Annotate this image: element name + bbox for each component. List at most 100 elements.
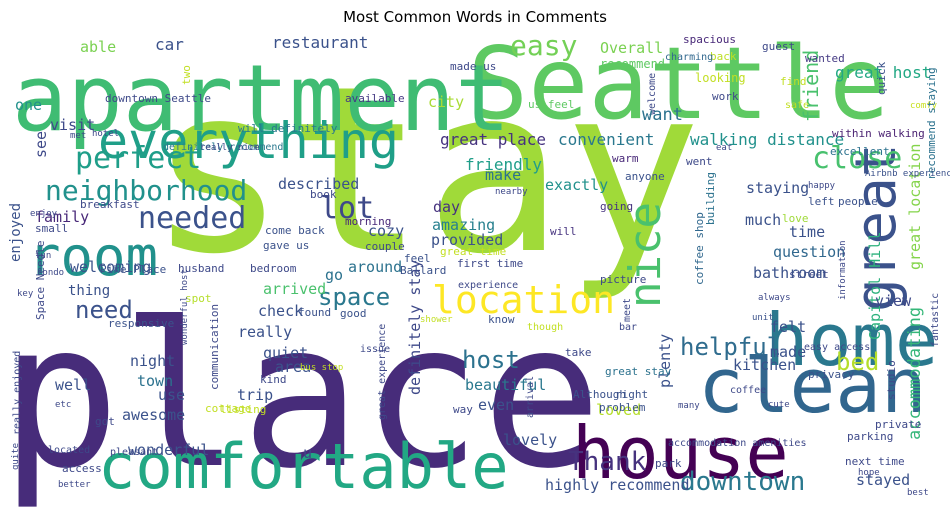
word: want	[642, 105, 683, 125]
word: awesome	[122, 406, 185, 424]
word: beautiful	[465, 376, 546, 394]
word: amazing	[432, 216, 495, 234]
word: got	[95, 415, 115, 428]
word: pleasant	[110, 447, 158, 458]
word: next time	[845, 455, 905, 468]
word: really enjoyed	[12, 351, 23, 435]
word: exactly	[545, 176, 608, 194]
word: street	[789, 268, 829, 281]
word: cottage	[205, 402, 251, 415]
word: small	[35, 222, 68, 235]
word: day	[433, 198, 460, 216]
word: perfect	[75, 141, 201, 176]
word: Ballard	[400, 264, 446, 277]
word: kind	[260, 373, 287, 386]
word: arrival	[525, 376, 536, 418]
word: parking	[847, 430, 893, 443]
word: back	[710, 50, 737, 63]
word: issue	[360, 344, 390, 355]
word: everything	[98, 112, 399, 170]
word: walking distance	[690, 130, 844, 149]
word: access	[62, 462, 102, 475]
word: really	[238, 323, 292, 341]
word: downtown Seattle	[105, 92, 211, 105]
word: privacy	[808, 368, 855, 381]
word: home	[765, 298, 938, 382]
word: left	[808, 195, 835, 208]
word: located	[48, 445, 90, 456]
word: Overall	[600, 39, 663, 57]
word: hotel	[92, 129, 119, 139]
word: Space Needle	[34, 241, 47, 320]
word: first time	[457, 257, 523, 270]
word: quiet	[263, 344, 308, 362]
word: much	[745, 211, 781, 229]
word: well	[55, 376, 91, 394]
word: around	[348, 258, 402, 276]
word: loved	[596, 401, 641, 419]
word: book	[310, 188, 337, 201]
word: coffee shop	[693, 212, 706, 285]
chart-title: Most Common Words in Comments	[343, 8, 607, 26]
word: wonderful host	[180, 269, 190, 345]
word: listing	[220, 403, 266, 416]
word: described	[278, 175, 359, 193]
word: morning	[345, 215, 391, 228]
word: go	[325, 266, 343, 284]
word: bedroom	[250, 262, 297, 275]
word: area	[275, 358, 311, 376]
word: two	[180, 65, 193, 85]
word: thing	[68, 283, 110, 299]
word: close	[812, 141, 902, 176]
word: welcome	[647, 73, 658, 115]
word: helpful	[680, 333, 781, 361]
word: question	[773, 243, 845, 261]
word: key	[17, 289, 34, 299]
word: condo	[37, 268, 64, 278]
word: see	[32, 131, 50, 158]
word: visit	[50, 116, 95, 134]
word: great	[844, 143, 909, 312]
word: wanted	[805, 52, 845, 65]
word: come back	[265, 224, 325, 237]
word: staying	[746, 179, 809, 197]
word: location	[432, 278, 615, 322]
word: made us	[450, 60, 496, 73]
word: anyone	[625, 170, 665, 183]
word: city	[428, 93, 464, 111]
word: provided	[431, 231, 503, 249]
word: people	[838, 195, 878, 208]
word: went	[686, 155, 713, 168]
word: lot	[320, 191, 374, 226]
word: love	[782, 212, 809, 225]
word: plenty	[656, 334, 674, 388]
word: apartment	[12, 45, 511, 152]
word: felt	[770, 318, 806, 336]
word: Capitol Hill	[866, 232, 884, 340]
word: night	[130, 352, 175, 370]
word: restaurant	[272, 33, 368, 52]
word: room	[28, 225, 158, 288]
word: easy access	[804, 342, 870, 353]
word: work	[712, 90, 739, 103]
word: kitchen	[733, 356, 796, 374]
word: etc	[55, 400, 71, 410]
word: needed	[138, 201, 246, 236]
word: definitely stay	[406, 260, 424, 395]
word: accommodation amenities	[668, 438, 806, 449]
word: guest	[762, 40, 795, 53]
word: stay	[148, 38, 702, 305]
word: way	[453, 403, 473, 416]
word: family	[35, 208, 89, 226]
word: cozy	[368, 222, 404, 240]
word: shower	[420, 315, 453, 325]
word: bed	[836, 348, 879, 376]
word: private	[875, 418, 921, 431]
word: fantastic	[930, 293, 941, 347]
word: cute	[768, 400, 790, 410]
word: picture	[600, 273, 646, 286]
word: host	[462, 346, 520, 374]
word: find	[780, 75, 807, 88]
word: great place	[440, 130, 546, 149]
